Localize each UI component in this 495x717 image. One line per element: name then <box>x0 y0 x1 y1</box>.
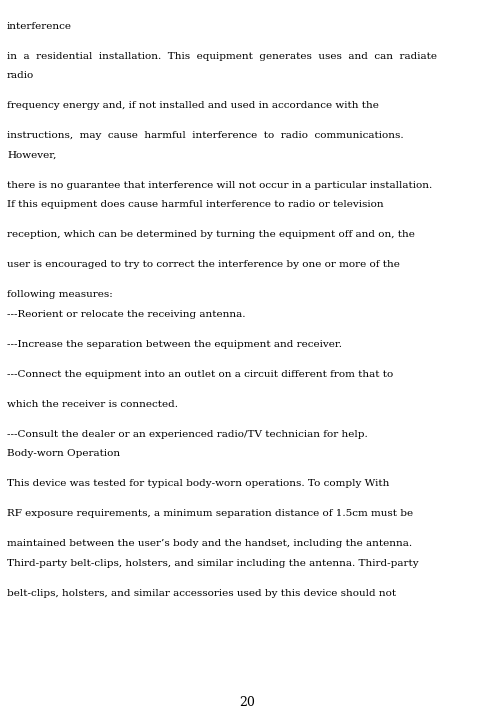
Text: following measures:: following measures: <box>7 290 113 299</box>
Text: reception, which can be determined by turning the equipment off and on, the: reception, which can be determined by tu… <box>7 230 415 239</box>
Text: RF exposure requirements, a minimum separation distance of 1.5cm must be: RF exposure requirements, a minimum sepa… <box>7 509 413 518</box>
Text: instructions,  may  cause  harmful  interference  to  radio  communications.: instructions, may cause harmful interfer… <box>7 131 403 140</box>
Text: there is no guarantee that interference will not occur in a particular installat: there is no guarantee that interference … <box>7 181 432 189</box>
Text: ---Reorient or relocate the receiving antenna.: ---Reorient or relocate the receiving an… <box>7 310 246 318</box>
Text: However,: However, <box>7 151 56 160</box>
Text: If this equipment does cause harmful interference to radio or television: If this equipment does cause harmful int… <box>7 200 384 209</box>
Text: which the receiver is connected.: which the receiver is connected. <box>7 399 178 409</box>
Text: user is encouraged to try to correct the interference by one or more of the: user is encouraged to try to correct the… <box>7 260 400 269</box>
Text: Third-party belt-clips, holsters, and similar including the antenna. Third-party: Third-party belt-clips, holsters, and si… <box>7 559 419 568</box>
Text: ---Connect the equipment into an outlet on a circuit different from that to: ---Connect the equipment into an outlet … <box>7 369 393 379</box>
Text: belt-clips, holsters, and similar accessories used by this device should not: belt-clips, holsters, and similar access… <box>7 589 396 597</box>
Text: Body-worn Operation: Body-worn Operation <box>7 449 120 458</box>
Text: ---Consult the dealer or an experienced radio/TV technician for help.: ---Consult the dealer or an experienced … <box>7 429 368 439</box>
Text: ---Increase the separation between the equipment and receiver.: ---Increase the separation between the e… <box>7 340 342 348</box>
Text: 20: 20 <box>240 696 255 709</box>
Text: in  a  residential  installation.  This  equipment  generates  uses  and  can  r: in a residential installation. This equi… <box>7 52 437 60</box>
Text: This device was tested for typical body-worn operations. To comply With: This device was tested for typical body-… <box>7 479 390 488</box>
Text: frequency energy and, if not installed and used in accordance with the: frequency energy and, if not installed a… <box>7 101 379 110</box>
Text: radio: radio <box>7 71 34 80</box>
Text: maintained between the user’s body and the handset, including the antenna.: maintained between the user’s body and t… <box>7 539 412 548</box>
Text: interference: interference <box>7 22 72 31</box>
